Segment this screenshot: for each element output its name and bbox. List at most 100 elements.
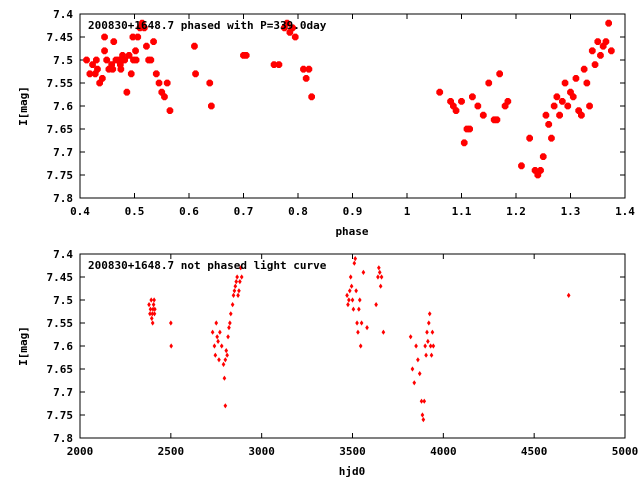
data-point bbox=[345, 292, 349, 298]
x-tick-label: 0.4 bbox=[70, 205, 90, 218]
data-point bbox=[553, 93, 561, 101]
data-point bbox=[132, 56, 140, 64]
data-point bbox=[101, 33, 108, 41]
data-point bbox=[349, 283, 354, 289]
data-point bbox=[300, 65, 307, 73]
data-point bbox=[504, 98, 512, 105]
y-tick-label: 7.4 bbox=[53, 8, 73, 21]
data-point bbox=[121, 56, 128, 64]
data-point bbox=[412, 380, 417, 386]
data-point bbox=[594, 38, 602, 45]
data-point bbox=[436, 88, 444, 96]
data-point bbox=[110, 38, 118, 45]
x-tick-labels: 2000 2500 3000 3500 4000 4500 5000 bbox=[67, 445, 639, 458]
x-tick-label: 1.1 bbox=[452, 205, 472, 218]
unphased-light-curve-panel: 7.4 7.45 7.5 7.55 7.6 7.65 7.7 7.75 7.8 2000 2500… bbox=[17, 248, 638, 478]
plot-frame bbox=[79, 253, 626, 439]
data-point bbox=[242, 52, 250, 59]
data-point bbox=[161, 93, 168, 101]
data-point bbox=[429, 352, 434, 358]
axis-ticks bbox=[79, 253, 626, 439]
data-point bbox=[468, 93, 476, 101]
x-tick-label: 4500 bbox=[521, 445, 548, 458]
data-point bbox=[215, 334, 219, 340]
data-point bbox=[225, 352, 229, 358]
data-point bbox=[377, 265, 381, 271]
data-point bbox=[423, 343, 427, 349]
y-tick-label: 7.6 bbox=[53, 100, 73, 113]
data-point bbox=[218, 329, 222, 335]
data-point bbox=[234, 279, 239, 285]
data-point bbox=[153, 306, 157, 312]
data-point bbox=[580, 65, 588, 73]
data-point bbox=[117, 65, 125, 73]
data-point bbox=[143, 42, 150, 50]
data-point bbox=[550, 102, 558, 110]
data-points bbox=[147, 256, 571, 423]
y-tick-label: 7.65 bbox=[47, 123, 74, 136]
data-point bbox=[291, 33, 299, 41]
data-point bbox=[377, 269, 382, 275]
data-point bbox=[238, 265, 243, 271]
data-point bbox=[588, 47, 596, 55]
y-tick-labels: 7.4 7.45 7.5 7.55 7.6 7.65 7.7 7.75 7.8 bbox=[47, 8, 74, 205]
data-point bbox=[358, 343, 363, 349]
data-point bbox=[233, 283, 238, 289]
data-point bbox=[348, 274, 353, 280]
data-point bbox=[548, 134, 555, 142]
data-point bbox=[219, 343, 224, 349]
data-point bbox=[426, 338, 430, 344]
data-point bbox=[232, 288, 237, 294]
data-point bbox=[474, 102, 482, 110]
data-point bbox=[417, 371, 422, 377]
x-tick-label: 1.4 bbox=[615, 205, 635, 218]
data-point bbox=[230, 302, 235, 308]
data-point bbox=[518, 162, 525, 170]
data-point bbox=[228, 311, 233, 317]
data-point bbox=[149, 315, 154, 321]
data-point bbox=[359, 320, 364, 326]
data-point bbox=[346, 302, 350, 308]
y-tick-label: 7.7 bbox=[53, 146, 73, 159]
data-point bbox=[132, 47, 139, 55]
data-point bbox=[493, 116, 501, 124]
data-point bbox=[458, 98, 465, 105]
data-point bbox=[147, 56, 155, 64]
data-point bbox=[224, 348, 229, 354]
data-point bbox=[422, 398, 427, 404]
data-point bbox=[155, 79, 163, 87]
data-point bbox=[149, 297, 154, 303]
y-tick-label: 7.75 bbox=[47, 409, 74, 422]
data-point bbox=[151, 302, 156, 308]
data-point bbox=[169, 343, 174, 349]
data-point bbox=[237, 288, 241, 294]
data-point bbox=[347, 297, 351, 303]
data-point bbox=[217, 357, 221, 363]
data-point bbox=[206, 79, 214, 87]
data-point bbox=[152, 70, 160, 78]
data-point bbox=[379, 274, 384, 280]
y-tick-label: 7.45 bbox=[47, 271, 74, 284]
data-point bbox=[526, 134, 533, 142]
x-tick-label: 0.6 bbox=[179, 205, 199, 218]
data-point bbox=[129, 33, 137, 41]
data-point bbox=[207, 102, 215, 110]
data-point bbox=[226, 334, 230, 340]
data-point bbox=[163, 79, 171, 87]
data-point bbox=[357, 297, 362, 303]
x-tick-label: 3500 bbox=[339, 445, 366, 458]
data-point bbox=[559, 98, 566, 105]
data-point bbox=[485, 79, 493, 87]
data-point bbox=[127, 70, 135, 78]
data-point bbox=[586, 102, 593, 110]
data-point bbox=[283, 19, 291, 27]
data-point bbox=[148, 311, 152, 317]
x-axis-label: phase bbox=[335, 225, 368, 238]
data-point bbox=[597, 52, 604, 59]
data-point bbox=[305, 65, 313, 73]
data-point bbox=[365, 325, 369, 331]
data-point bbox=[537, 166, 544, 174]
data-point bbox=[152, 297, 156, 303]
data-point bbox=[109, 65, 117, 73]
data-point bbox=[351, 306, 356, 312]
